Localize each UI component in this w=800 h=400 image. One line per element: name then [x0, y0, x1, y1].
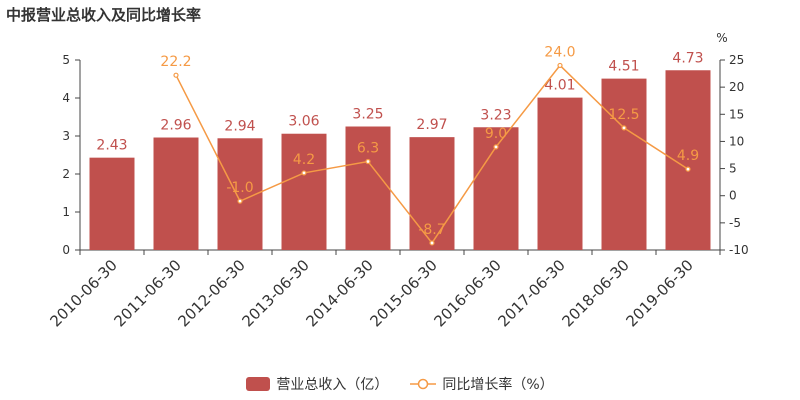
bar-revenue	[89, 157, 135, 250]
line-data-label: 22.2	[160, 54, 191, 70]
bar-data-label: 3.25	[352, 107, 383, 123]
y-right-tick-label: 10	[729, 134, 744, 148]
line-point-growth	[557, 62, 563, 69]
bar-data-label: 3.23	[480, 107, 511, 123]
bar-data-label: 4.73	[672, 50, 703, 66]
y-left-tick-label: 4	[62, 91, 70, 105]
y-right-unit-label: %	[716, 31, 727, 45]
y-right-tick-label: -5	[729, 216, 741, 230]
legend-item-revenue[interactable]: 营业总收入（亿）	[246, 374, 388, 394]
line-point-growth	[685, 166, 691, 172]
line-point-growth	[365, 158, 371, 165]
bar-revenue	[409, 137, 455, 250]
y-right-tick-label: 15	[729, 107, 744, 121]
bar-revenue	[153, 137, 199, 250]
line-point-growth	[301, 170, 307, 176]
y-left-tick-label: 3	[62, 129, 70, 143]
x-tick-label: 2019-06-30	[622, 256, 696, 330]
line-data-label: 9.0	[485, 126, 507, 142]
bar-revenue	[537, 97, 583, 251]
y-right-tick-label: 0	[729, 189, 737, 203]
line-data-label: -8.7	[418, 222, 445, 238]
x-tick-label: 2018-06-30	[558, 256, 632, 330]
y-right-tick-label: 20	[729, 80, 744, 94]
legend-label-revenue: 营业总收入（亿）	[276, 377, 389, 393]
chart-legend: 营业总收入（亿） 同比增长率（%）	[0, 374, 800, 394]
legend-line-swatch	[410, 378, 437, 390]
x-tick-label: 2012-06-30	[174, 256, 248, 330]
line-point-growth	[173, 72, 179, 78]
bar-data-label: 2.96	[160, 118, 191, 134]
bar-revenue	[601, 78, 647, 251]
x-tick-label: 2010-06-30	[46, 256, 120, 330]
x-tick-label: 2014-06-30	[302, 256, 376, 330]
x-tick-label: 2015-06-30	[366, 256, 440, 330]
y-left-tick-label: 0	[62, 243, 70, 257]
x-tick-label: 2013-06-30	[238, 256, 312, 330]
bar-data-label: 3.06	[288, 114, 319, 130]
bar-data-label: 2.43	[96, 138, 127, 154]
bar-data-label: 2.97	[416, 117, 447, 133]
line-data-label: -1.0	[226, 180, 253, 196]
y-right-tick-label: -10	[729, 243, 749, 257]
x-tick-label: 2017-06-30	[494, 256, 568, 330]
bar-data-label: 4.51	[608, 59, 639, 75]
legend-item-growth[interactable]: 同比增长率（%）	[410, 374, 554, 394]
line-data-label: 4.2	[293, 152, 315, 168]
bar-revenue	[281, 133, 327, 250]
y-right-tick-label: 25	[729, 53, 744, 67]
bar-data-label: 4.01	[544, 78, 575, 94]
line-data-label: 6.3	[357, 141, 379, 157]
legend-bar-swatch	[246, 377, 271, 391]
y-left-tick-label: 5	[62, 53, 70, 67]
line-data-label: 12.5	[608, 107, 639, 123]
x-tick-label: 2011-06-30	[110, 256, 184, 330]
y-left-tick-label: 1	[62, 205, 70, 219]
chart-title: 中报营业总收入及同比增长率	[6, 6, 202, 24]
bar-data-label: 2.94	[224, 118, 255, 134]
x-tick-label: 2016-06-30	[430, 256, 504, 330]
line-point-growth	[621, 125, 627, 131]
line-point-growth	[493, 144, 499, 150]
legend-label-growth: 同比增长率（%）	[442, 377, 554, 393]
line-data-label: 24.0	[544, 44, 575, 60]
y-right-tick-label: 5	[729, 162, 737, 176]
bar-revenue	[345, 126, 391, 250]
y-left-tick-label: 2	[62, 167, 70, 181]
line-point-growth	[237, 198, 243, 204]
line-point-growth	[429, 240, 435, 246]
line-data-label: 4.9	[677, 148, 699, 164]
